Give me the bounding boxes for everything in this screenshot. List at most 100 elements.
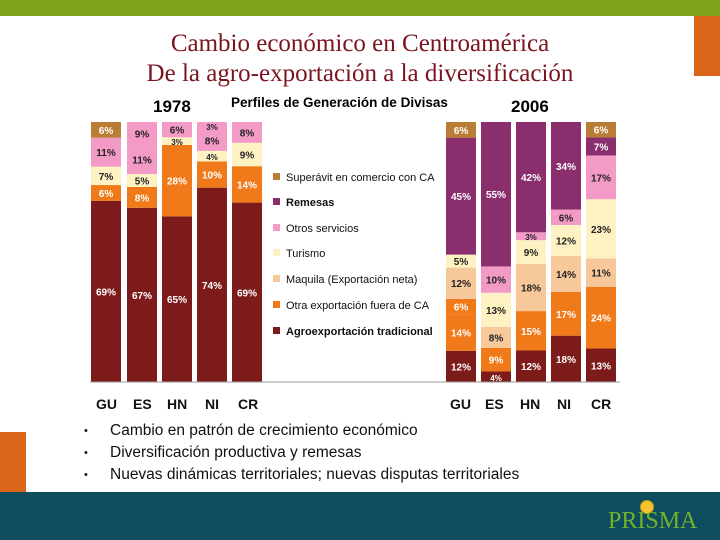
bullet-marker: •: [84, 425, 88, 437]
y2006-bar-ni-seg-1: [551, 291, 581, 336]
y2006-bar-ni-seg-3: [551, 224, 581, 256]
legend-label-agro: Agroexportación tradicional: [286, 326, 433, 338]
y1978-label-gu-1: 6%: [99, 189, 114, 200]
y1978-bar-ni-seg-4: [197, 122, 227, 130]
y2006-label-ni-3: 12%: [556, 236, 576, 247]
y2006-label-cr-5: 7%: [594, 142, 609, 153]
y1978-bar-es-seg-1: [127, 187, 157, 208]
y2006-label-gu-2: 6%: [454, 303, 469, 314]
bars-2006-group: 12% 14% 6% 12% 5% 45% 6% 4% 9% 8% 13% 10% 55% 12% 15% 1…: [446, 122, 616, 383]
slide-title-line2: De la agro-exportación a la diversificac…: [146, 60, 574, 87]
x-label-2006-es: ES: [485, 396, 504, 412]
legend-label-maquila: Maquila (Exportación neta): [286, 274, 417, 286]
x-label-1978-es: ES: [133, 396, 152, 412]
bullet-item: • Diversificación productiva y remesas: [84, 442, 519, 464]
y2006-bar-gu-seg-3: [446, 267, 476, 299]
x-label-1978-ni: NI: [205, 396, 219, 412]
y1978-label-cr-1: 14%: [237, 180, 257, 191]
legend-label-otros_serv: Otros servicios: [286, 223, 359, 235]
sun-logo-icon: [640, 500, 654, 514]
y2006-label-hn-5: 42%: [521, 173, 541, 184]
prisma-logo: PRISMA: [608, 508, 698, 534]
y1978-bar-cr-seg-0: [232, 202, 262, 382]
y2006-label-hn-2: 18%: [521, 283, 541, 294]
x-label-2006-hn: HN: [520, 396, 541, 412]
legend-swatch-remesas: [273, 198, 280, 205]
y2006-bar-cr-seg-0: [586, 348, 616, 382]
y1978-bar-cr-seg-2: [232, 142, 262, 167]
bullet-marker: •: [84, 447, 88, 460]
y2006-bar-ni-seg-4: [551, 209, 581, 225]
bullet-text: Nuevas dinámicas territoriales; nuevas d…: [110, 466, 520, 484]
y2006-bar-hn-seg-4: [516, 232, 546, 241]
y1978-bar-hn-seg-0: [162, 216, 192, 382]
y2006-bar-es-seg-5: [481, 122, 511, 267]
y1978-bar-gu-seg-0: [91, 200, 121, 382]
y1978-bar-hn-seg-1: [162, 144, 192, 217]
chart-title: Perfiles de Generación de Divisas: [231, 95, 448, 110]
y1978-bar-ni-seg-2: [197, 150, 227, 162]
y1978-bar-es-seg-0: [127, 207, 157, 382]
y2006-bar-ni-seg-5: [551, 122, 581, 210]
y1978-label-gu-2: 7%: [99, 172, 114, 183]
legend-label-otra: Otra exportación fuera de CA: [286, 300, 430, 312]
bullet-item: • Cambio en patrón de crecimiento económi…: [84, 420, 519, 442]
y1978-label-gu-4: 6%: [99, 126, 114, 137]
y1978-bar-hn-seg-3: [162, 122, 192, 138]
y2006-label-es-1: 9%: [489, 356, 504, 367]
y2006-label-cr-1: 24%: [591, 314, 611, 325]
bullet-marker: •: [84, 469, 88, 482]
y2006-label-cr-3: 23%: [591, 225, 611, 236]
y1978-label-hn-3: 6%: [170, 126, 185, 137]
x-label-2006-ni: NI: [557, 396, 571, 412]
legend-label-turismo: Turismo: [286, 248, 325, 260]
y1978-label-ni-4: 3%: [206, 123, 218, 132]
y2006-label-cr-4: 17%: [591, 173, 611, 184]
y2006-label-cr-2: 11%: [591, 269, 611, 280]
y2006-bar-gu-seg-6: [446, 122, 476, 138]
y1978-label-es-3: 11%: [132, 156, 152, 167]
y2006-bar-cr-seg-6: [586, 122, 616, 138]
legend-swatch-maquila: [273, 275, 280, 282]
y2006-label-gu-0: 12%: [451, 362, 471, 373]
legend-label-remesas: Remesas: [286, 197, 334, 209]
y2006-label-es-5: 55%: [486, 190, 506, 201]
y1978-bar-es-seg-2: [127, 174, 157, 187]
y2006-bar-es-seg-3: [481, 292, 511, 327]
y1978-bar-ni-seg-3: [197, 129, 227, 151]
y2006-bar-ni-seg-2: [551, 255, 581, 292]
y2006-bar-es-seg-4: [481, 266, 511, 293]
top-accent-bar: [0, 0, 720, 16]
y2006-label-hn-0: 12%: [521, 362, 541, 373]
y2006-bar-es-seg-2: [481, 326, 511, 348]
y2006-label-es-4: 10%: [486, 276, 506, 287]
y1978-label-cr-3: 8%: [240, 128, 255, 139]
y1978-bar-gu-seg-1: [91, 185, 121, 201]
y1978-label-es-4: 9%: [135, 130, 150, 141]
y2006-bar-es-seg-0: [481, 371, 511, 382]
x-label-2006-cr: CR: [591, 396, 612, 412]
x-label-1978-hn: HN: [167, 396, 188, 412]
y2006-label-ni-2: 14%: [556, 270, 576, 281]
y2006-bar-gu-seg-1: [446, 314, 476, 351]
y1978-bar-hn-seg-2: [162, 137, 192, 145]
y2006-bar-cr-seg-1: [586, 286, 616, 349]
bullet-list: • Cambio en patrón de crecimiento económi…: [84, 420, 519, 486]
y1978-label-ni-0: 74%: [202, 281, 222, 292]
y2006-label-hn-1: 15%: [521, 327, 541, 338]
y2006-bar-cr-seg-3: [586, 199, 616, 259]
y2006-label-gu-6: 6%: [454, 126, 469, 137]
y2006-bar-gu-seg-5: [446, 137, 476, 255]
legend-swatch-agro: [273, 327, 280, 334]
y2006-label-ni-1: 17%: [556, 310, 576, 321]
y2006-label-hn-4: 3%: [525, 233, 537, 242]
y2006-bar-hn-seg-1: [516, 311, 546, 351]
y1978-bar-ni-seg-1: [197, 161, 227, 188]
bars-1978-group: 69%6%7%11%6%67%8%5%11%9%65%28%3%6%74%10%…: [91, 122, 262, 382]
y2006-bar-cr-seg-5: [586, 137, 616, 156]
y2006-bar-gu-seg-2: [446, 298, 476, 315]
y2006-label-es-2: 8%: [489, 333, 504, 344]
bullet-text: Cambio en patrón de crecimiento económic…: [110, 422, 418, 440]
y1978-bar-ni-seg-0: [197, 187, 227, 382]
